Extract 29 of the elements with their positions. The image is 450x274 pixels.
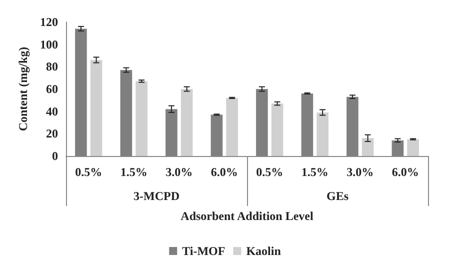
legend-label: Ti-MOF [182, 244, 226, 258]
text: GEs [326, 189, 349, 203]
bar [316, 112, 328, 156]
bar [136, 81, 148, 156]
bar [407, 139, 419, 156]
bar [271, 104, 284, 156]
legend-label: Kaolin [246, 244, 282, 258]
y-tick-label: 100 [40, 37, 58, 52]
y-tick-label: 40 [46, 104, 58, 118]
x-axis-title: Adsorbent Addition Level [180, 209, 314, 223]
text: 3-MCPD [134, 189, 180, 203]
bar [226, 98, 238, 156]
x-tick-label: 6.0% [210, 165, 238, 179]
x-tick-label: 0.5% [256, 165, 284, 179]
bar [362, 138, 374, 156]
y-tick-label: 120 [40, 15, 58, 29]
y-tick-label: 20 [46, 126, 58, 141]
x-tick-label: 0.5% [75, 165, 102, 179]
x-tick-label: 1.5% [301, 165, 328, 179]
y-tick-label: 60 [46, 82, 58, 96]
y-axis-title: Content (mg/kg) [16, 46, 30, 132]
x-tick-label: 6.0% [392, 165, 419, 179]
x-tick-label: 3.0% [166, 165, 193, 179]
x-tick-label: 3.0% [346, 165, 374, 179]
y-tick-label: 0 [52, 149, 58, 163]
y-tick-label: 80 [46, 60, 58, 74]
bar [180, 89, 193, 156]
bar [90, 60, 102, 156]
x-tick-label: 1.5% [120, 165, 148, 179]
